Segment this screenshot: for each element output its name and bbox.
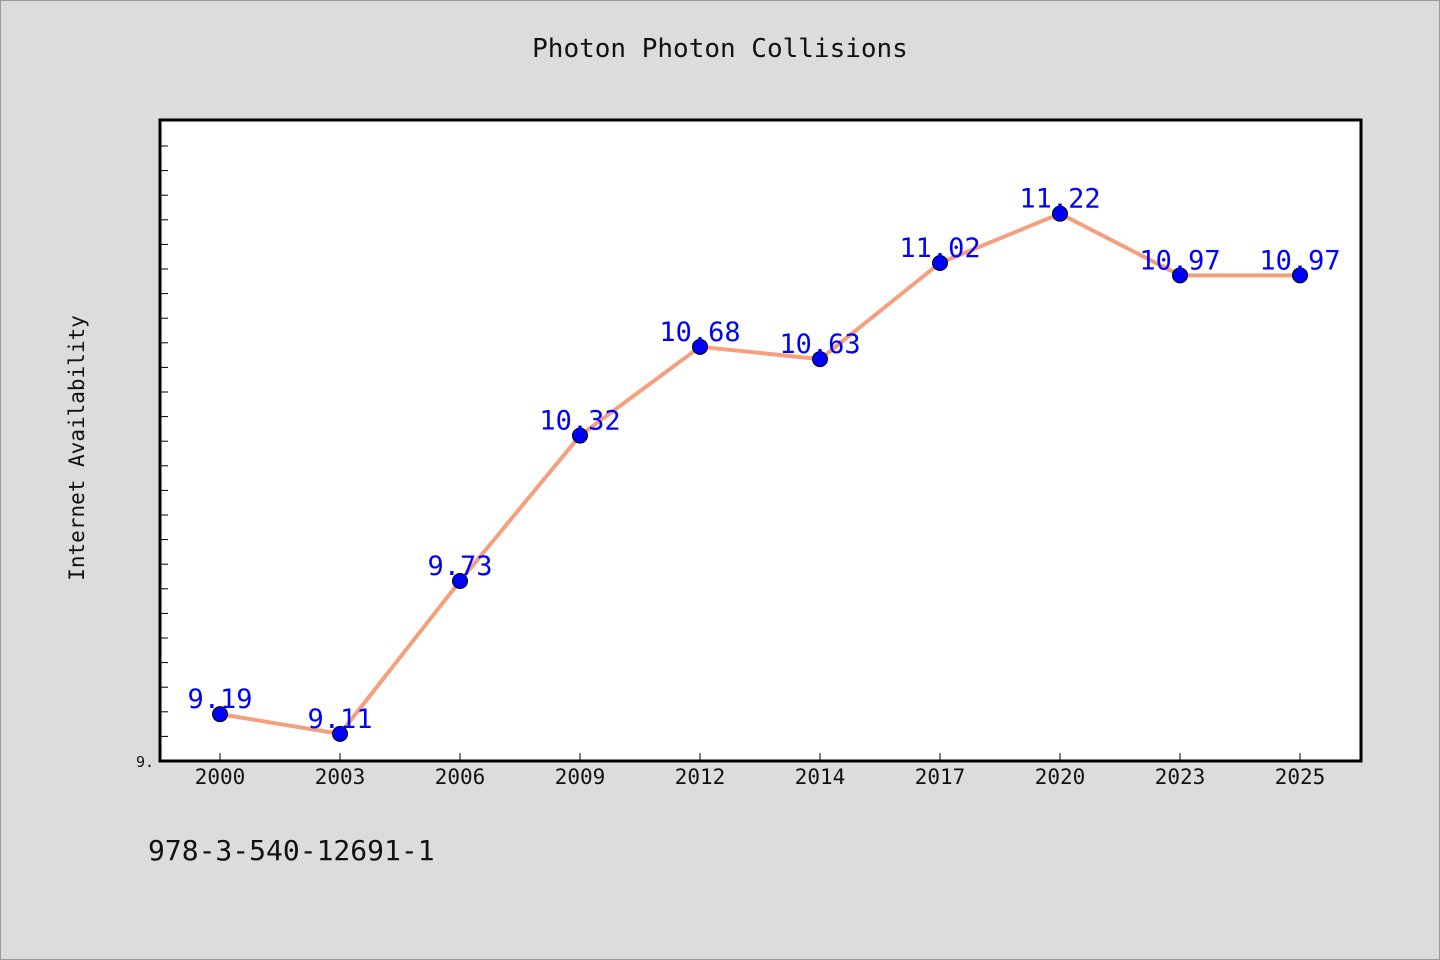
- plot-area: [158, 118, 1363, 763]
- x-tick-label: 2025: [1275, 765, 1326, 789]
- x-tick-label: 2003: [315, 765, 366, 789]
- data-point: [1292, 267, 1308, 284]
- x-tick-label: 2020: [1035, 765, 1086, 789]
- x-tick-label: 2009: [555, 765, 606, 789]
- data-point: [932, 254, 948, 271]
- data-point: [692, 338, 708, 355]
- data-label: 9.11: [307, 704, 372, 735]
- data-point: [1052, 205, 1068, 222]
- chart-title: Photon Photon Collisions: [532, 34, 908, 64]
- data-label: 11.02: [899, 233, 980, 264]
- data-label: 10.97: [1139, 245, 1220, 276]
- data-label: 10.63: [779, 329, 860, 360]
- data-point: [1172, 267, 1188, 284]
- x-tick-label: 2012: [675, 765, 726, 789]
- data-point: [812, 351, 828, 368]
- x-tick-label: 2023: [1155, 765, 1206, 789]
- data-markers: [212, 205, 1308, 742]
- data-label: 9.73: [427, 551, 492, 582]
- footer-code: 978-3-540-12691-1: [148, 834, 435, 867]
- data-point: [452, 573, 468, 590]
- x-tick-label: 2017: [915, 765, 966, 789]
- data-label: 10.68: [659, 317, 740, 348]
- x-axis: 2000 2003 2006 2009 2012 2014 2017 2020 2023 2025: [195, 753, 1326, 789]
- y-tick-label: 9.: [136, 753, 154, 771]
- data-label: 9.19: [187, 684, 252, 715]
- data-point: [332, 725, 348, 742]
- x-tick-label: 2014: [795, 765, 846, 789]
- data-label: 11.22: [1019, 184, 1100, 215]
- series-line: [219, 211, 1300, 736]
- data-label: 10.97: [1259, 245, 1340, 276]
- data-point: [572, 427, 588, 444]
- data-label: 10.32: [539, 406, 620, 437]
- x-tick-label: 2000: [195, 765, 246, 789]
- y-axis-ticks: 9.: [136, 145, 168, 771]
- data-labels: 9.19 9.11 9.73 10.32 10.68 10.63 11.02 11.22 10.…: [187, 184, 1340, 735]
- x-tick-label: 2006: [435, 765, 486, 789]
- data-point: [212, 706, 228, 723]
